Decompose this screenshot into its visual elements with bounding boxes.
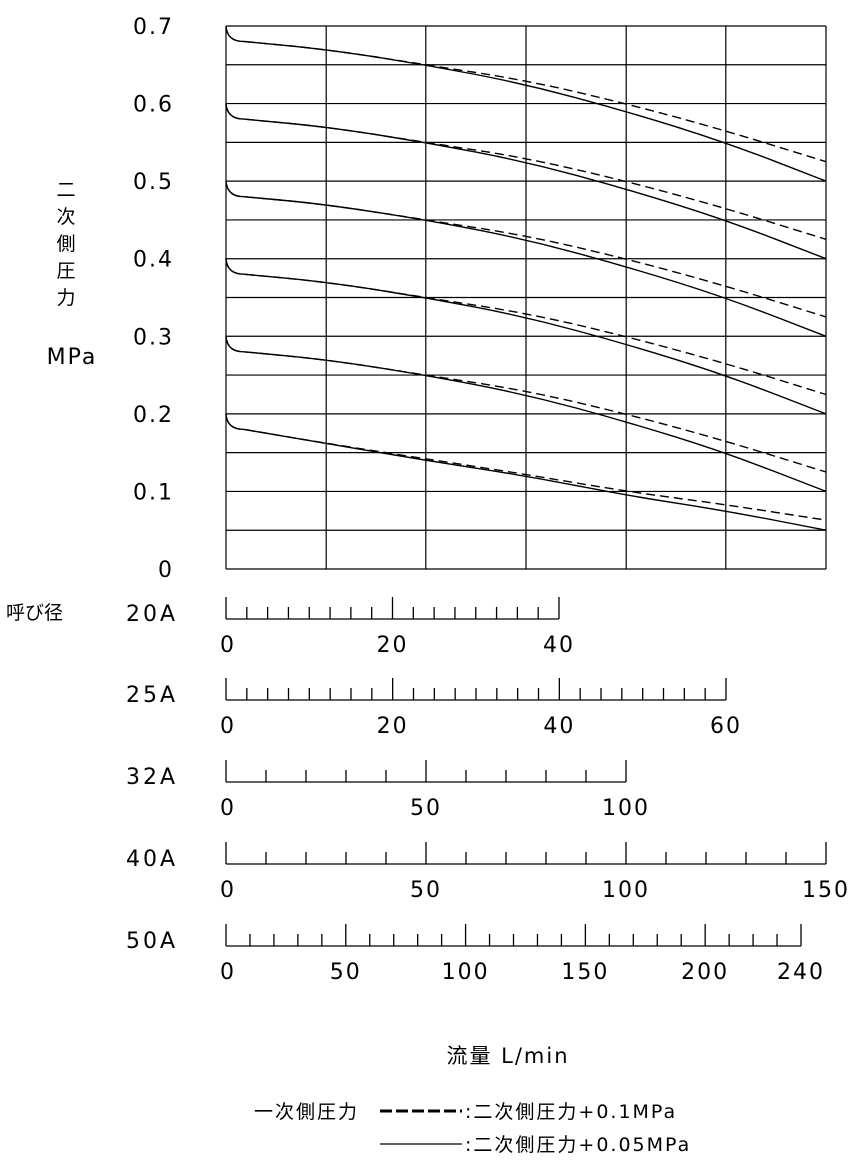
y-tick-label: 0 xyxy=(158,558,174,583)
y-tick-label: 0.4 xyxy=(133,248,174,273)
y-axis-title: 二 次 側 圧 力 MPa xyxy=(47,179,98,370)
curve-secondary-plus-0.1 xyxy=(225,258,827,396)
scale-tick-label: 20 xyxy=(377,714,409,739)
scale-tick-label: 200 xyxy=(681,960,729,985)
y-tick-label: 0.3 xyxy=(133,325,174,350)
scale-tick-label: 240 xyxy=(777,960,825,985)
curve-secondary-plus-0.1 xyxy=(225,181,827,318)
scale-tick-label: 0 xyxy=(220,878,236,903)
scale-tick-label: 0 xyxy=(220,796,236,821)
nominal-size-label: 呼び径 xyxy=(6,602,63,624)
x-axis-title: 流量 L/min xyxy=(446,1044,569,1068)
nominal-size: 25A xyxy=(126,683,178,708)
scale-tick-label: 100 xyxy=(442,960,490,985)
y-tick-label: 0.5 xyxy=(133,170,174,195)
nominal-size: 40A xyxy=(126,847,178,872)
scale-32A: 32A 0 50 100 xyxy=(126,760,650,821)
nominal-size: 32A xyxy=(126,765,178,790)
scale-tick-label: 50 xyxy=(410,796,442,821)
y-axis-title-char: 二 xyxy=(56,179,75,201)
scale-tick-label: 150 xyxy=(802,878,850,903)
scale-tick-label: 20 xyxy=(377,633,409,658)
scale-tick-label: 150 xyxy=(561,960,609,985)
nominal-size: 50A xyxy=(126,929,178,954)
legend: 一次側圧力 :二次側圧力+0.1MPa :二次側圧力+0.05MPa xyxy=(254,1101,691,1156)
scale-tick-label: 60 xyxy=(710,714,742,739)
y-axis-unit: MPa xyxy=(47,345,98,370)
curve-secondary-plus-0.1 xyxy=(225,103,827,240)
y-axis: 0.7 0.6 0.5 0.4 0.3 0.2 0.1 0 xyxy=(133,15,174,583)
legend-solid-text: :二次側圧力+0.05MPa xyxy=(465,1134,691,1156)
scale-tick-label: 0 xyxy=(220,633,236,658)
legend-primary-label: 一次側圧力 xyxy=(254,1101,359,1123)
y-axis-title-char: 側 xyxy=(56,233,75,255)
scale-20A: 20A 0 20 40 xyxy=(126,597,575,658)
scale-tick-label: 40 xyxy=(543,633,575,658)
y-tick-label: 0.2 xyxy=(133,403,174,428)
scale-tick-label: 0 xyxy=(220,960,236,985)
scale-tick-label: 50 xyxy=(410,878,442,903)
scale-25A: 25A 0 20 40 60 xyxy=(126,678,742,739)
curve-secondary-plus-0.1 xyxy=(225,413,827,521)
curve-secondary-plus-0.1 xyxy=(225,336,827,473)
pressure-curves xyxy=(225,25,827,531)
nominal-size: 20A xyxy=(126,602,178,627)
y-axis-title-char: 力 xyxy=(56,287,75,309)
scale-tick-label: 40 xyxy=(543,714,575,739)
y-tick-label: 0.7 xyxy=(133,15,174,40)
scale-tick-label: 100 xyxy=(602,796,650,821)
y-axis-title-char: 次 xyxy=(56,206,75,228)
scale-50A: 50A 0 50 100 150 200 240 xyxy=(126,924,825,985)
plot-grid xyxy=(225,25,827,570)
curve-secondary-plus-0.1 xyxy=(225,25,827,163)
scale-tick-label: 0 xyxy=(220,714,236,739)
y-tick-label: 0.6 xyxy=(133,93,174,118)
y-axis-title-char: 圧 xyxy=(56,260,75,282)
legend-dashed-text: :二次側圧力+0.1MPa xyxy=(465,1101,677,1123)
y-tick-label: 0.1 xyxy=(133,480,174,505)
scale-tick-label: 50 xyxy=(330,960,362,985)
scale-40A: 40A 0 50 100 150 xyxy=(126,842,850,903)
scale-tick-label: 100 xyxy=(602,878,650,903)
